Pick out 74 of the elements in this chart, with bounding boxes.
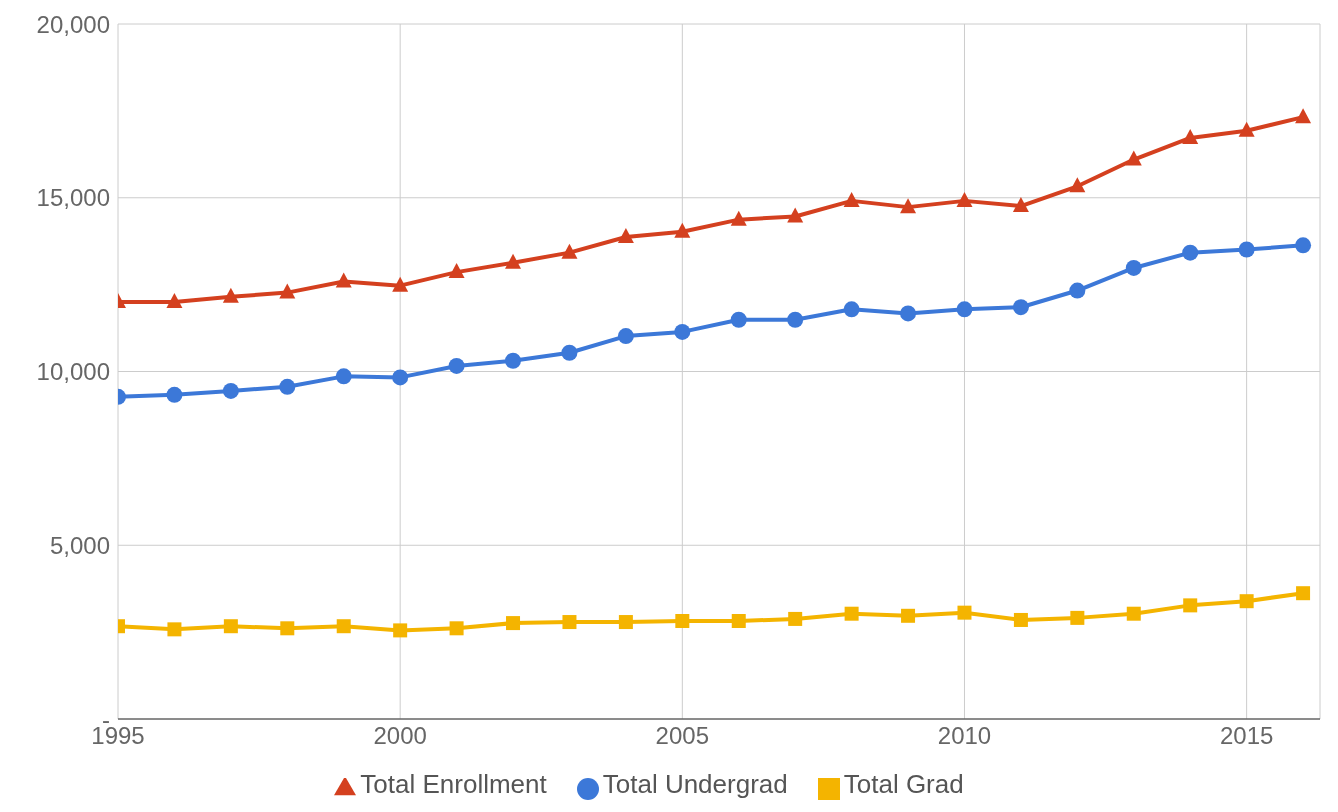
point [1182, 244, 1199, 261]
point [449, 621, 464, 636]
point [167, 622, 182, 637]
point [1295, 237, 1312, 254]
point [730, 311, 747, 328]
legend-label: Total Grad [843, 769, 964, 799]
point [280, 621, 295, 636]
point [392, 369, 409, 386]
point [448, 357, 465, 374]
point [222, 287, 239, 303]
legend-label: Total Undergrad [602, 769, 788, 799]
point [956, 301, 973, 318]
point [166, 293, 183, 308]
point [787, 311, 804, 328]
point [956, 191, 973, 207]
point [617, 328, 634, 345]
point [788, 611, 803, 626]
point [335, 272, 352, 288]
point [1183, 598, 1198, 613]
point [1296, 586, 1311, 601]
x-tick-label: 2005 [655, 722, 710, 750]
y-tick-label: 5,000 [49, 531, 110, 559]
legend-label: Total Enrollment [360, 769, 547, 799]
y-tick-label: 20,000 [36, 10, 110, 38]
point [618, 615, 633, 630]
x-tick-label: 2015 [1219, 722, 1274, 750]
point [562, 615, 577, 630]
point [392, 276, 409, 292]
point [1182, 128, 1199, 144]
point [843, 191, 860, 207]
point [222, 382, 239, 399]
point [561, 243, 578, 259]
point [1012, 299, 1029, 316]
y-tick-label: 15,000 [36, 184, 110, 212]
point [505, 253, 522, 269]
point [448, 263, 465, 279]
point [506, 616, 521, 631]
point [336, 619, 351, 634]
point [730, 210, 747, 226]
point [675, 614, 690, 629]
point [1238, 121, 1255, 137]
point [223, 619, 238, 634]
point [505, 352, 522, 369]
point [731, 614, 746, 629]
x-tick-label: 2000 [373, 722, 427, 750]
point [1012, 197, 1029, 213]
point [335, 368, 352, 385]
point [1126, 606, 1141, 621]
point [900, 305, 917, 322]
point [957, 605, 972, 620]
point [1125, 150, 1142, 166]
y-tick-label: 10,000 [36, 358, 110, 386]
point [1125, 259, 1142, 276]
point [901, 608, 916, 623]
point [1239, 594, 1254, 609]
point [1295, 108, 1312, 124]
point [1069, 177, 1086, 193]
point [1238, 241, 1255, 258]
point [900, 198, 917, 214]
point [166, 386, 183, 403]
point [844, 606, 859, 621]
point [674, 323, 691, 340]
point [1070, 610, 1085, 625]
point [787, 207, 804, 223]
point [279, 283, 296, 299]
point [1013, 612, 1028, 627]
point [843, 301, 860, 318]
point [393, 623, 408, 638]
point [674, 222, 691, 238]
point [617, 228, 634, 244]
point [1069, 282, 1086, 299]
x-tick-label: 2010 [937, 722, 992, 750]
point [561, 344, 578, 361]
point [279, 378, 296, 395]
